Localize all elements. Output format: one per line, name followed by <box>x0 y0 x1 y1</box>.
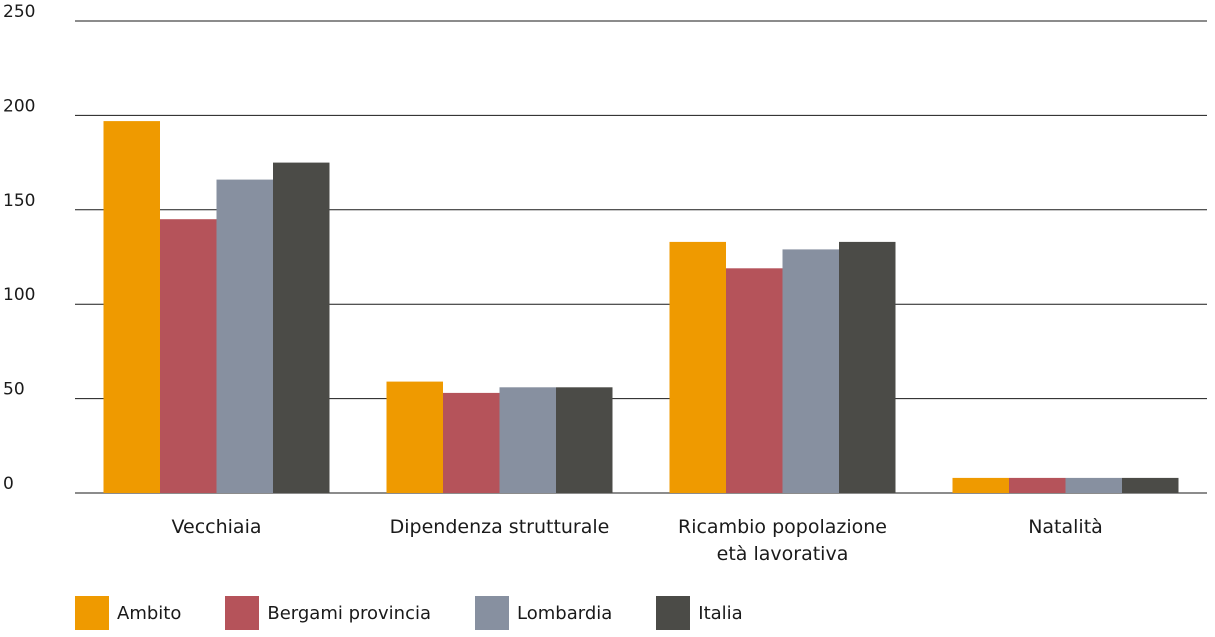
legend-item: Lombardia <box>475 596 612 630</box>
x-category-label-line: Ricambio popolazione <box>678 516 887 538</box>
y-tick-label: 150 <box>3 191 35 211</box>
x-category-label: Dipendenza strutturale <box>390 516 610 538</box>
bar <box>952 477 1009 493</box>
legend: Ambito Bergami provincia Lombardia Italia <box>75 596 787 630</box>
legend-swatch <box>475 596 510 630</box>
legend-item: Ambito <box>75 596 181 630</box>
bar <box>556 387 613 493</box>
legend-swatch <box>656 596 691 630</box>
bar <box>669 241 726 493</box>
bar <box>1122 477 1179 493</box>
legend-swatch <box>225 596 260 630</box>
x-category-label-line: Vecchiaia <box>172 516 262 538</box>
x-category-label-line: Dipendenza strutturale <box>390 516 610 538</box>
bar-chart: 0 50 100 150 200 250 Vecchiaia Dipendenza stru… <box>3 2 1207 565</box>
y-axis-ticks: 0 50 100 150 200 250 <box>3 2 35 494</box>
bar <box>782 249 839 493</box>
bars <box>103 121 1179 493</box>
y-tick-label: 250 <box>3 2 35 22</box>
y-tick-label: 200 <box>3 96 35 116</box>
legend-label: Ambito <box>117 602 182 624</box>
x-category-label-line: Natalità <box>1028 516 1103 538</box>
x-axis-labels: Vecchiaia Dipendenza strutturale Ricambio … <box>172 516 1103 565</box>
legend-label: Italia <box>698 602 743 624</box>
bar <box>216 179 273 493</box>
legend-item: Bergami provincia <box>225 596 431 630</box>
legend-item: Italia <box>656 596 743 630</box>
y-tick-label: 0 <box>3 474 14 494</box>
bar <box>839 241 896 493</box>
x-category-label: Vecchiaia <box>172 516 262 538</box>
legend-label: Bergami provincia <box>267 602 432 624</box>
x-category-label: Ricambio popolazione età lavorativa <box>678 516 887 565</box>
legend-label: Lombardia <box>517 602 613 624</box>
bar <box>103 121 160 493</box>
bar <box>1065 477 1122 493</box>
x-category-label: Natalità <box>1028 516 1103 538</box>
bar <box>726 268 783 493</box>
bar <box>1009 477 1066 493</box>
legend-swatch <box>75 596 109 630</box>
y-tick-label: 100 <box>3 285 35 305</box>
bar <box>273 162 330 493</box>
bar <box>443 392 500 493</box>
bar <box>386 381 443 493</box>
bar <box>499 387 556 493</box>
x-category-label-line: età lavorativa <box>717 543 849 565</box>
bar <box>160 219 217 493</box>
y-tick-label: 50 <box>3 380 25 400</box>
